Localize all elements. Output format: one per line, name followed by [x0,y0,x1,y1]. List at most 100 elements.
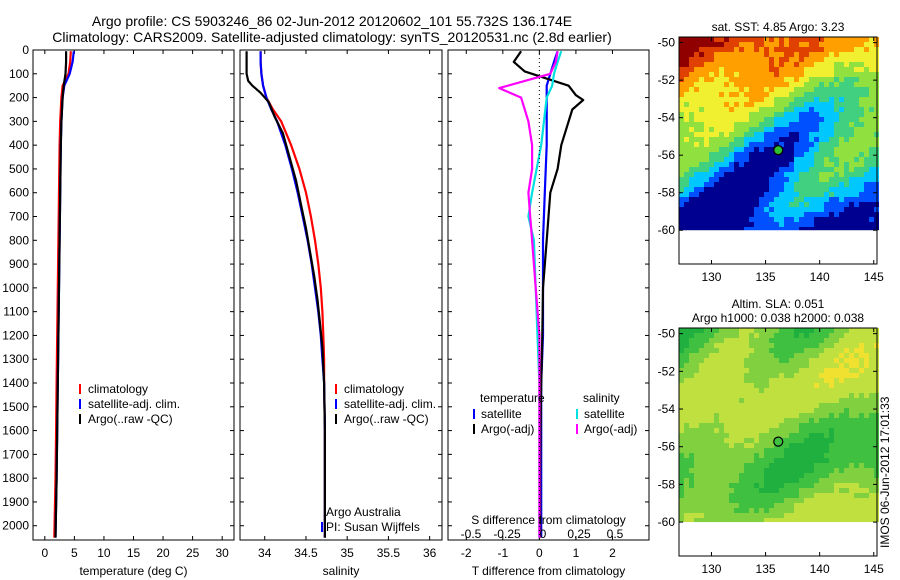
y-tick-label: 1500 [2,400,29,414]
map-title: Argo h1000: 0.038 h2000: 0.038 [692,311,864,325]
y-tick-label: 800 [9,233,29,247]
side-stamp: IMOS 06-Jun-2012 17:01:33 [878,396,892,548]
y-tick-label: 600 [9,186,29,200]
map-x-tick-label: 140 [810,270,830,284]
s-diff-tick-label: 0.5 [607,527,624,541]
y-tick-label: 1600 [2,424,29,438]
x-tick-label: 20 [156,546,170,560]
map-frame [678,327,878,557]
map-title: Altim. SLA: 0.051 [732,297,825,311]
map-y-tick-label: -56 [658,148,676,162]
x-tick-label: 5 [71,546,78,560]
x-tick-label: -1 [497,546,508,560]
argo-owner-label: Argo Australia [326,505,401,519]
map-y-tick-label: -50 [658,327,676,341]
y-tick-label: 400 [9,138,29,152]
map-y-tick-label: -50 [658,36,676,50]
x-tick-label: 35 [341,546,355,560]
x-tick-label: 0 [536,546,543,560]
title-line-2: Climatology: CARS2009. Satellite-adjuste… [52,29,612,45]
y-tick-label: 1000 [2,281,29,295]
map-y-tick-label: -60 [658,223,676,237]
map-y-tick-label: -58 [658,477,676,491]
legend-entry: satellite-adj. clim. [344,397,436,411]
s-diff-axis-label: S difference from climatology [471,513,626,527]
map-x-tick-label: 140 [810,562,830,576]
panel-frame-temperature [32,49,235,541]
map-x-tick-label: 145 [864,270,884,284]
map-title: sat. SST: 4.85 Argo: 3.23 [712,20,845,34]
legend-entry: climatology [88,382,148,396]
y-tick-label: 1100 [3,305,29,319]
legend-title-salinity: salinity [583,391,620,405]
map-y-tick-label: -56 [658,440,676,454]
title-line-1: Argo profile: CS 5903246_86 02-Jun-2012 … [92,13,572,29]
map-x-tick-label: 130 [701,270,721,284]
y-tick-label: 0 [22,43,29,57]
x-tick-label: 25 [186,546,200,560]
panel-difference: -2 -1 0 1 2 T difference from climatology -0.5… [447,49,650,578]
series-line-temperature-0 [53,51,72,538]
y-tick-label: 1200 [2,328,29,342]
y-tick-label: 1700 [2,447,29,461]
series-line-difference-1 [512,50,585,538]
legend-entry: Argo(..raw -QC) [344,412,429,426]
map-y-tick-label: -60 [658,515,676,529]
y-tick-label: 300 [9,114,29,128]
panel-salinity: 34 34.5 35 35.5 36 salinity climatologysatelli… [239,49,443,578]
y-tick-label: 500 [9,162,29,176]
map-y-tick-label: -54 [658,111,676,125]
y-tick-label: 1300 [2,352,29,366]
x-axis-label: T difference from climatology [472,564,626,578]
series-line-salinity-2 [245,51,326,538]
legend-entry: satellite [481,407,522,421]
x-tick-label: 30 [215,546,229,560]
x-tick-label: 34.5 [294,546,318,560]
legend-entry: Argo(-adj) [481,422,534,436]
panel-temperature: 0100200300400500600700800900100011001200… [2,43,235,578]
y-tick-label: 200 [9,91,29,105]
x-tick-label: -2 [461,546,472,560]
x-tick-label: 1 [573,546,580,560]
y-tick-label: 2000 [2,519,29,533]
y-tick-label: 900 [9,257,29,271]
legend-entry: satellite [584,407,625,421]
map-x-tick-label: 135 [756,270,776,284]
plot-area: 0100200300400500600700800900100011001200… [2,20,884,578]
argo-location-marker [773,145,784,156]
s-diff-tick-label: 0 [540,527,547,541]
map-y-tick-label: -54 [658,402,676,416]
x-tick-label: 10 [97,546,111,560]
legend-entry: climatology [344,382,404,396]
map-sla_map: -50 -52 -54 -56 -58 -60 130 135 140 145 Altim. SLA… [658,297,884,576]
x-tick-label: 36 [423,546,437,560]
legend-entry: satellite-adj. clim. [88,397,180,411]
y-tick-label: 1900 [2,495,29,509]
s-diff-tick-label: -0.5 [461,527,482,541]
legend-entry: Argo(-adj) [584,422,637,436]
legend-title-temperature: temperature [480,391,545,405]
map-y-tick-label: -52 [658,73,676,87]
series-line-temperature-2 [54,51,68,538]
map-y-tick-label: -52 [658,364,676,378]
x-tick-label: 35.5 [377,546,401,560]
y-tick-label: 100 [9,67,29,81]
y-tick-label: 1400 [2,376,29,390]
y-tick-label: 700 [9,210,29,224]
x-tick-label: 15 [127,546,141,560]
legend-entry: Argo(..raw -QC) [88,412,173,426]
x-tick-label: 2 [609,546,616,560]
argo-location-marker [773,436,784,447]
map-x-tick-label: 135 [756,562,776,576]
x-tick-label: 0 [41,546,48,560]
x-axis-label: temperature (deg C) [79,564,187,578]
panel-frame-difference [447,49,650,541]
s-diff-tick-label: 0.25 [567,527,591,541]
panel-frame-salinity [239,49,443,541]
map-x-tick-label: 145 [864,562,884,576]
y-tick-label: 1800 [2,471,29,485]
map-frame [678,36,878,265]
x-tick-label: 34 [258,546,272,560]
pi-name-label: PI: Susan Wijffels [326,520,420,534]
